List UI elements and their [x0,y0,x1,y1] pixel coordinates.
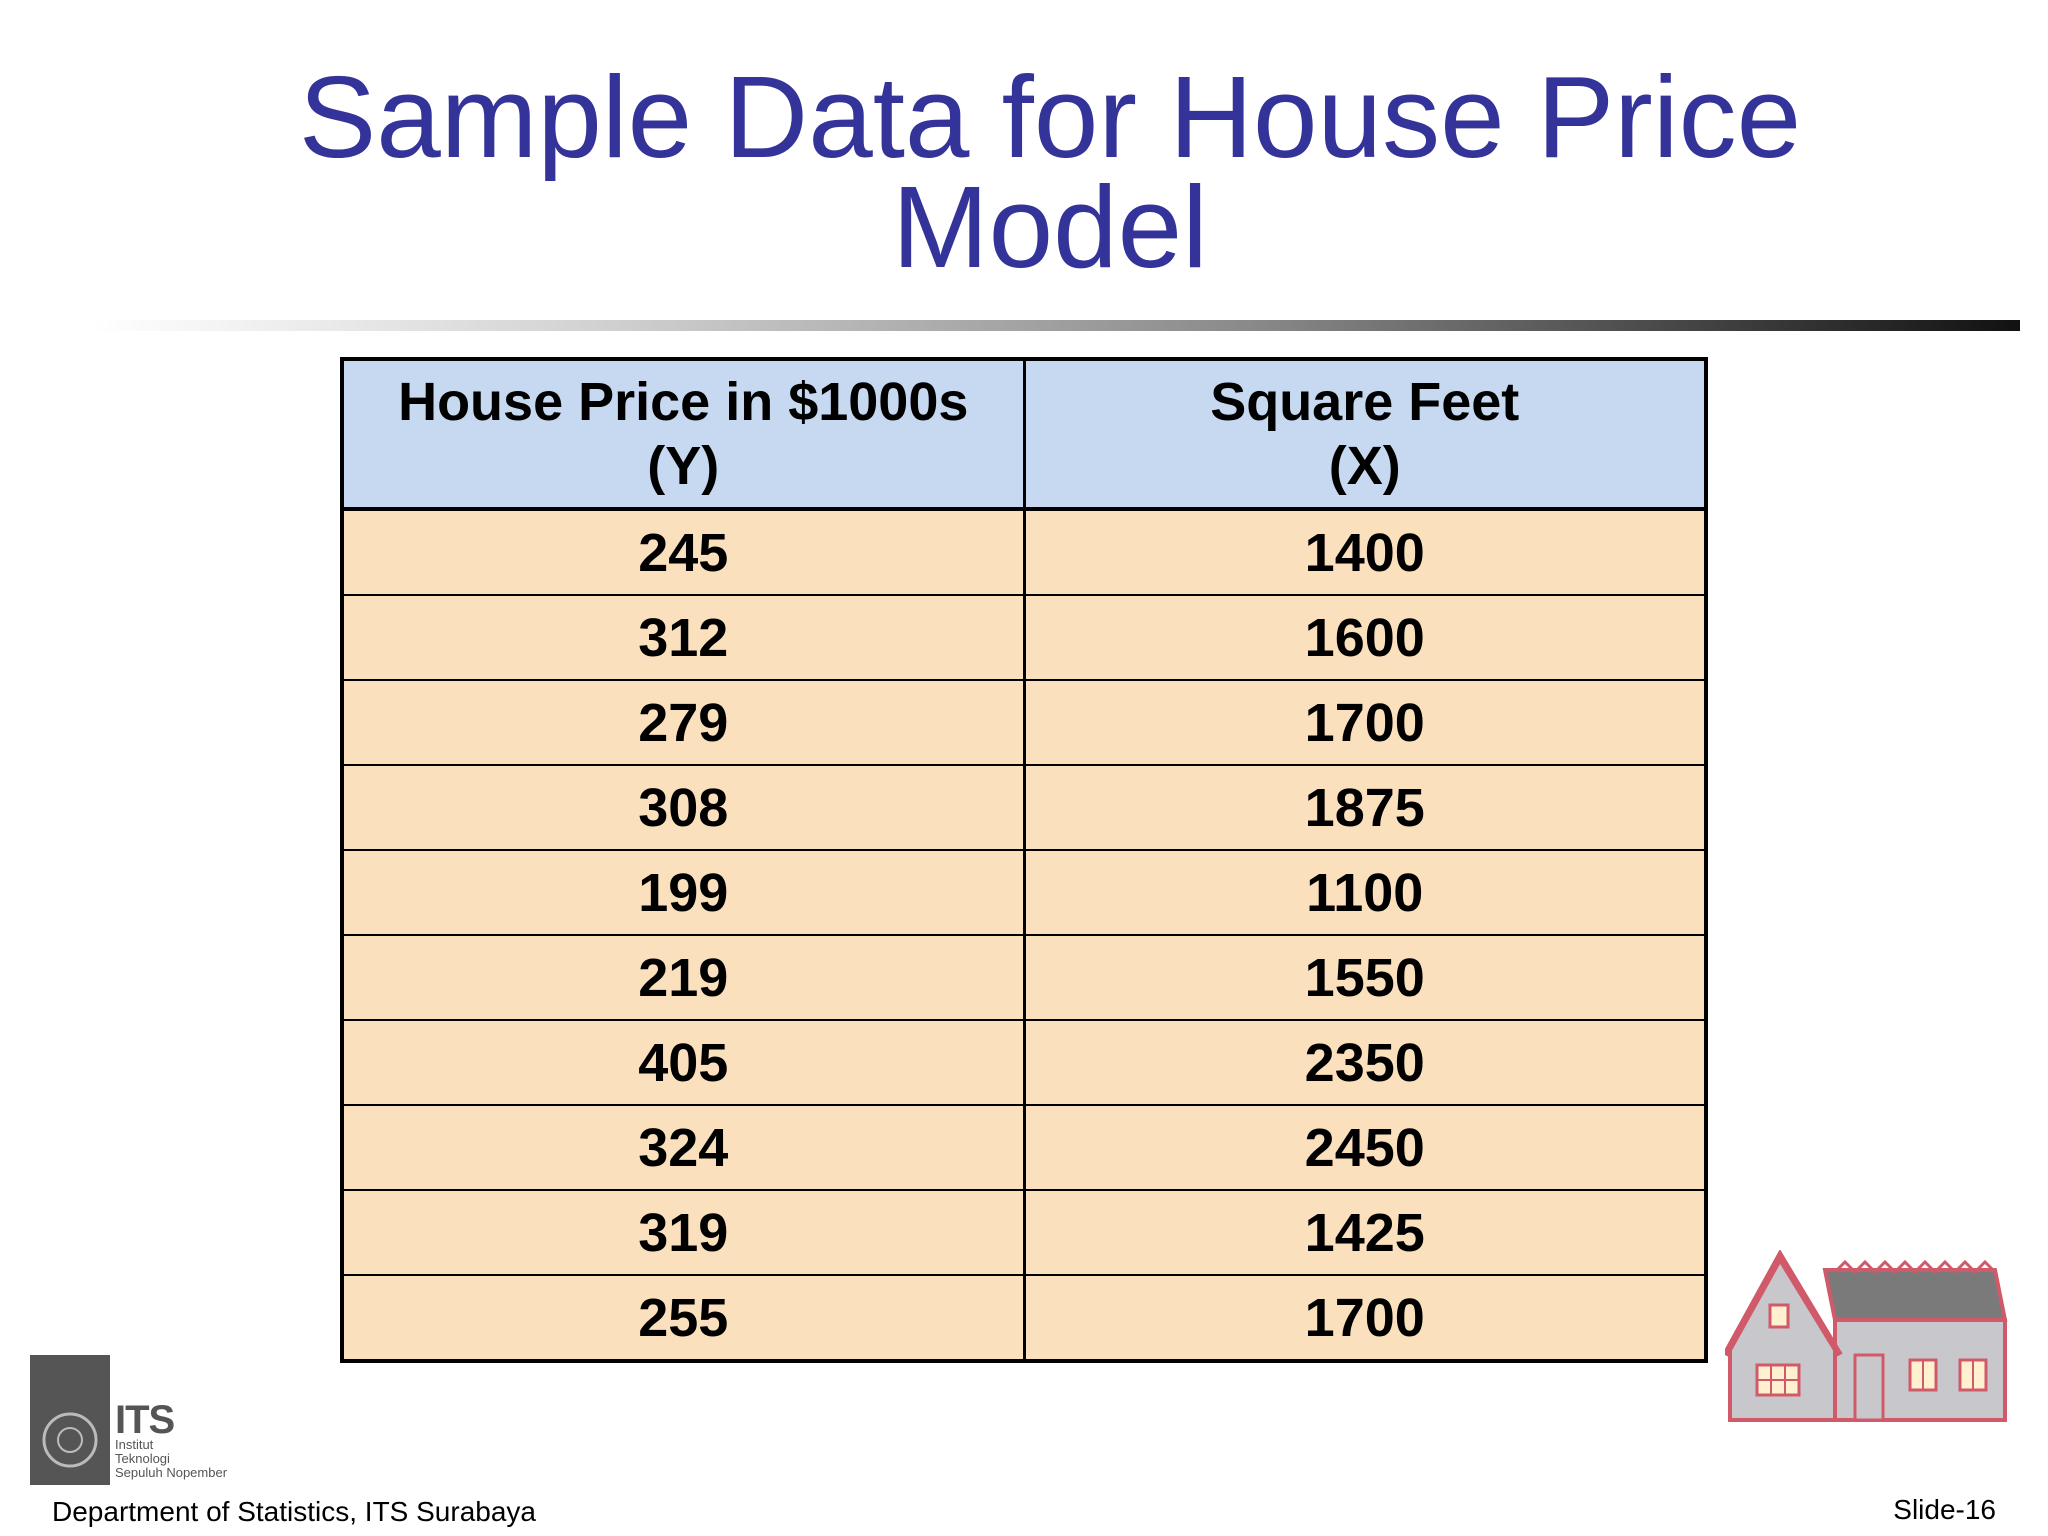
sqft-cell: 2350 [1024,1020,1706,1106]
slide-title-line1: Sample Data for House Price [298,52,1802,182]
sqft-cell: 1600 [1024,595,1706,681]
table-row: 405 2350 [342,1020,1706,1106]
its-logo-subtitle: Institut Teknologi Sepuluh Nopember [115,1438,227,1480]
price-cell: 255 [342,1275,1026,1361]
price-cell: 279 [342,680,1026,766]
its-logo-icon [30,1355,110,1485]
its-logo-line3: Sepuluh Nopember [115,1465,228,1480]
slide-title-line2: Model [892,162,1208,292]
table-row: 245 1400 [342,509,1706,596]
price-cell: 319 [342,1190,1026,1276]
header-square-feet-line1: Square Feet [1210,372,1520,432]
sqft-cell: 2450 [1024,1105,1706,1191]
its-logo-line2: Teknologi [115,1451,170,1466]
table-row: 308 1875 [342,765,1706,851]
its-logo-line1: Institut [115,1437,154,1452]
price-cell: 199 [342,850,1026,936]
header-house-price-line1: House Price in $1000s [398,372,969,432]
table-row: 324 2450 [342,1105,1706,1191]
table-row: 279 1700 [342,680,1706,766]
price-cell: 324 [342,1105,1026,1191]
price-cell: 312 [342,595,1026,681]
price-cell: 245 [342,509,1026,596]
sqft-cell: 1550 [1024,935,1706,1021]
house-icon [1725,1250,2008,1422]
sqft-cell: 1700 [1024,1275,1706,1361]
table-header-row: House Price in $1000s (Y) Square Feet (X… [342,359,1706,511]
header-house-price-line2: (Y) [647,436,720,496]
title-divider [90,320,2020,331]
footer-slide-number: Slide-16 [1893,1494,1996,1525]
header-house-price: House Price in $1000s (Y) [342,359,1026,511]
table-row: 319 1425 [342,1190,1706,1276]
its-logo-acronym: ITS [115,1398,175,1442]
sqft-cell: 1700 [1024,680,1706,766]
price-cell: 308 [342,765,1026,851]
header-square-feet: Square Feet (X) [1024,359,1706,511]
header-square-feet-line2: (X) [1328,436,1401,496]
sqft-cell: 1100 [1024,850,1706,936]
footer-department: Department of Statistics, ITS Surabaya [52,1496,536,1527]
price-cell: 219 [342,935,1026,1021]
sqft-cell: 1425 [1024,1190,1706,1276]
table-row: 255 1700 [342,1275,1706,1361]
sqft-cell: 1875 [1024,765,1706,851]
slide-title: Sample Data for House Price Model [0,52,2048,292]
table-row: 312 1600 [342,595,1706,681]
house-price-table: House Price in $1000s (Y) Square Feet (X… [340,357,1708,1363]
price-cell: 405 [342,1020,1026,1106]
table-row: 219 1550 [342,935,1706,1021]
table-row: 199 1100 [342,850,1706,936]
sqft-cell: 1400 [1024,509,1706,596]
